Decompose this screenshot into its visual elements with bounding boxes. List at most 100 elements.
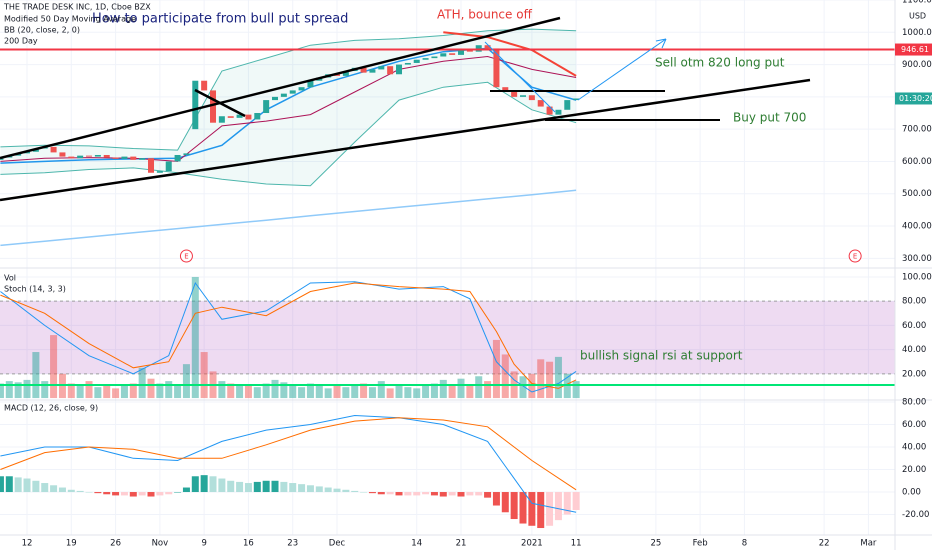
candle-body: [201, 80, 208, 91]
histogram-bar: [112, 492, 120, 496]
histogram-bar: [244, 483, 252, 493]
candle-body: [431, 56, 438, 59]
path-line: [484, 41, 556, 113]
trend-line: [0, 16, 561, 160]
candle-body: [537, 100, 544, 107]
candle-body: [103, 154, 110, 158]
pane-label: Vol: [4, 274, 16, 283]
histogram-bar: [439, 492, 447, 497]
candle-body: [210, 90, 217, 123]
volume-bar: [501, 354, 509, 399]
histogram-bar: [528, 492, 536, 526]
y-tick-label: 700.00: [902, 125, 932, 135]
candle-body: [183, 153, 190, 155]
volume-bar: [466, 385, 474, 399]
x-tick-label: 21: [456, 539, 467, 549]
volume-bar: [76, 385, 84, 399]
arrow-head: [655, 38, 667, 49]
y-tick-label: 40.00: [902, 443, 926, 453]
volume-bar: [289, 385, 297, 399]
candle-body: [502, 87, 509, 93]
histogram-bar: [298, 484, 306, 493]
x-tick-label: Feb: [693, 539, 708, 549]
volume-bar: [165, 381, 173, 399]
histogram-bar: [103, 492, 111, 495]
annotation: Sell otm 820 long put: [655, 56, 785, 70]
macd-pane: [0, 414, 580, 529]
volume-bar: [244, 384, 252, 399]
volume-bar: [280, 382, 288, 399]
volume-bar: [572, 381, 580, 399]
histogram-bar: [41, 483, 49, 493]
candle-body: [121, 156, 128, 159]
candle-body: [334, 74, 341, 76]
y-tick-label: 1000.00: [902, 28, 932, 38]
y-tick-label: 1100.00: [902, 0, 932, 6]
candle-body: [520, 95, 527, 97]
candle-body: [245, 114, 252, 120]
candle-body: [422, 58, 429, 60]
pane-label: MACD (12, 26, close, 9): [4, 404, 98, 413]
histogram-bar: [0, 476, 4, 493]
histogram-bar: [537, 492, 545, 529]
currency: USD: [909, 12, 926, 21]
histogram-bar: [475, 492, 483, 496]
histogram-bar: [386, 492, 394, 495]
volume-bar: [32, 352, 40, 399]
candle-body: [280, 93, 287, 97]
candle-body: [272, 96, 279, 101]
histogram-bar: [457, 492, 465, 497]
candle-body: [227, 116, 234, 118]
price-tag: [895, 43, 932, 56]
volume-bar: [50, 335, 58, 399]
countdown: 01:30:20: [899, 94, 932, 103]
countdown-tag: [895, 92, 932, 105]
legend-entry: Modified 50 Day Moving Average: [4, 15, 136, 24]
histogram-bar: [23, 478, 31, 493]
volume-bar: [174, 385, 182, 399]
candle-body: [307, 80, 314, 88]
histogram-bar: [94, 492, 102, 494]
histogram-bar: [563, 492, 571, 515]
candle-body: [156, 171, 163, 173]
candle-body: [24, 151, 31, 154]
histogram-bar: [342, 489, 350, 493]
volume-bar: [14, 382, 22, 399]
candle-body: [112, 157, 119, 159]
event-label: E: [853, 253, 857, 261]
volume-bar: [368, 387, 376, 399]
candle-body: [50, 146, 57, 153]
stoch-line: [0, 282, 577, 389]
event-marker: [179, 249, 193, 263]
candle-body: [573, 98, 580, 101]
x-tick-label: Nov: [152, 539, 169, 549]
candle-body: [148, 158, 155, 173]
histogram-bar: [377, 492, 385, 495]
bb-upper: [0, 28, 577, 151]
volume-bar: [546, 361, 554, 399]
histogram-bar: [200, 475, 208, 493]
y-tick-label: 0.00: [902, 488, 921, 498]
y-tick-label: 80.00: [902, 297, 926, 307]
x-tick-label: 26: [110, 539, 121, 549]
event-marker: [848, 249, 862, 263]
volume-bar: [342, 387, 350, 399]
histogram-bar: [333, 488, 341, 493]
macd-line: [0, 417, 577, 491]
volume-bar: [120, 385, 128, 399]
histogram-bar: [360, 492, 368, 493]
x-tick-label: 9: [201, 539, 206, 549]
x-tick-label: 2021: [521, 539, 543, 549]
candle-body: [86, 155, 93, 157]
event-label: E: [184, 253, 188, 261]
candle-body: [94, 154, 101, 157]
histogram-bar: [519, 492, 527, 524]
histogram-bar: [14, 477, 22, 493]
x-tick-label: 11: [571, 539, 582, 549]
candle-body: [413, 59, 420, 63]
legend-entry: BB (20, close, 2, 0): [4, 26, 80, 35]
volume-bar: [5, 381, 13, 399]
histogram-bar: [430, 492, 438, 496]
x-tick-label: Mar: [860, 539, 877, 549]
